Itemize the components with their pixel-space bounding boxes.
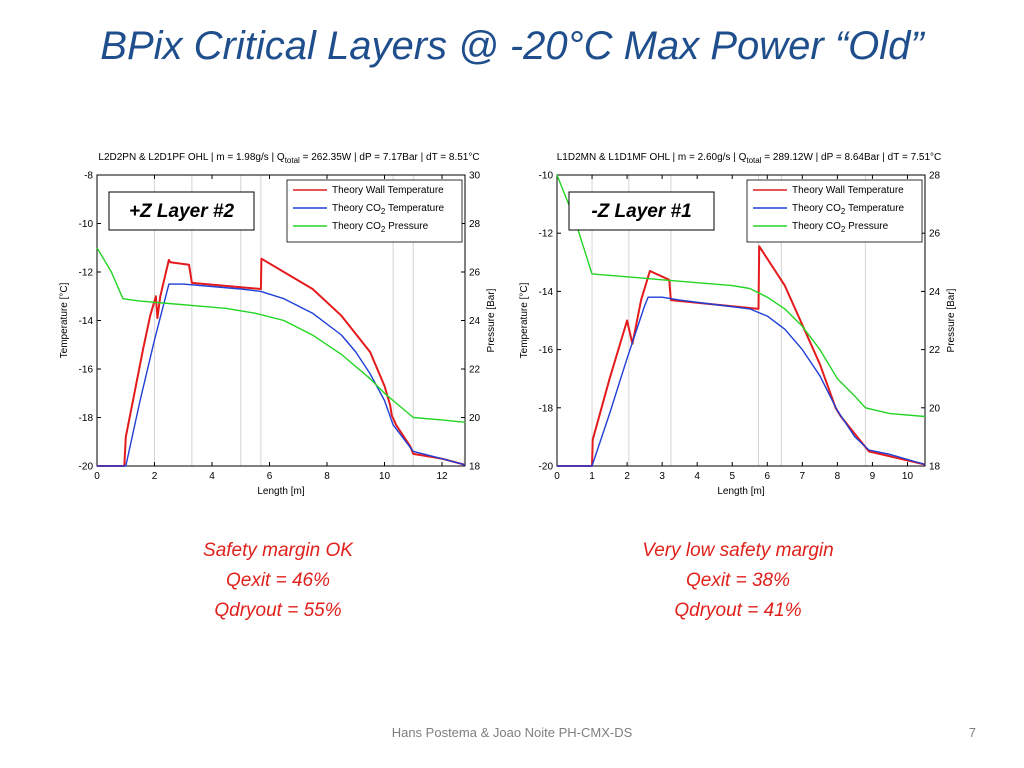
x-tick-label: 4 <box>209 471 215 482</box>
y-tick-label: -14 <box>79 316 94 327</box>
footer-text: Hans Postema & Joao Noite PH-CMX-DS <box>391 725 633 740</box>
series-line-co2-pressure <box>96 247 466 423</box>
chart-left: L2D2PN & L2D1PF OHL | m = 1.98g/s | Qtot… <box>50 140 520 500</box>
legend-label: Theory CO2 Pressure <box>332 221 429 234</box>
y-tick-label: -18 <box>539 403 554 414</box>
x-tick-label: 0 <box>94 471 100 482</box>
y-tick-label: -10 <box>539 171 554 182</box>
y-tick-label: -16 <box>79 365 94 376</box>
y-tick-label: -8 <box>84 171 93 182</box>
x-tick-label: 2 <box>624 471 630 482</box>
x-tick-label: 7 <box>800 471 806 482</box>
callout-right-line2: Qexit = 38% <box>685 570 791 591</box>
slide-title: BPix Critical Layers @ -20°C Max Power “… <box>100 24 924 68</box>
chart-right: L1D2MN & L1D1MF OHL | m = 2.60g/s | Qtot… <box>510 140 980 500</box>
page-number: 7 <box>968 725 976 740</box>
callout-left-line2: Qexit = 46% <box>225 570 331 591</box>
y2-tick-label: 20 <box>469 413 481 424</box>
x-tick-label: 12 <box>436 471 448 482</box>
y2-tick-label: 28 <box>469 219 481 230</box>
callout-left-line3: Qdryout = 55% <box>214 600 342 621</box>
y-tick-label: -12 <box>539 229 554 240</box>
x-tick-label: 10 <box>379 471 391 482</box>
x-tick-label: 1 <box>589 471 595 482</box>
y-tick-label: -20 <box>539 462 554 473</box>
y-tick-label: -10 <box>79 219 94 230</box>
chart-title: L1D2MN & L1D1MF OHL | m = 2.60g/s | Qtot… <box>557 152 942 165</box>
layer-badge-label: -Z Layer #1 <box>591 201 691 222</box>
x-tick-label: 0 <box>554 471 560 482</box>
y-tick-label: -14 <box>539 287 554 298</box>
x-tick-label: 5 <box>729 471 735 482</box>
series-line-co2-temperature <box>97 283 466 467</box>
legend-label: Theory Wall Temperature <box>792 185 904 196</box>
y-axis-label: Temperature [°C] <box>519 282 530 358</box>
plot-frame <box>556 174 926 467</box>
series-line-wall-temperature <box>557 245 926 467</box>
chart-right-svg: L1D2MN & L1D1MF OHL | m = 2.60g/s | Qtot… <box>519 152 957 497</box>
y2-tick-label: 28 <box>929 171 941 182</box>
series-line-wall-temperature <box>97 257 466 467</box>
y-axis-label: Temperature [°C] <box>59 282 70 358</box>
x-tick-label: 6 <box>765 471 771 482</box>
y2-tick-label: 22 <box>469 365 481 376</box>
layer-badge-box <box>108 191 255 231</box>
series-line-co2-pressure <box>556 174 926 418</box>
callout-right: Very low safety margin Qexit = 38% Qdryo… <box>588 536 888 626</box>
callout-left: Safety margin OK Qexit = 46% Qdryout = 5… <box>128 536 428 626</box>
y-tick-label: -20 <box>79 462 94 473</box>
x-tick-label: 3 <box>659 471 665 482</box>
callout-left-line1: Safety margin OK <box>203 540 353 561</box>
y2-tick-label: 22 <box>929 345 941 356</box>
y2-axis-label: Pressure [Bar] <box>486 288 497 352</box>
legend-label: Theory Wall Temperature <box>332 185 444 196</box>
x-tick-label: 6 <box>267 471 273 482</box>
x-axis-label: Length [m] <box>257 486 304 497</box>
callout-right-line1: Very low safety margin <box>642 540 834 561</box>
x-tick-label: 9 <box>870 471 876 482</box>
y2-tick-label: 24 <box>469 316 481 327</box>
layer-badge-box <box>568 191 715 231</box>
y2-tick-label: 24 <box>929 287 941 298</box>
y2-tick-label: 18 <box>469 462 481 473</box>
series-line-co2-temperature <box>557 296 926 467</box>
legend-label: Theory CO2 Temperature <box>792 203 905 216</box>
callout-right-line3: Qdryout = 41% <box>674 600 802 621</box>
x-tick-label: 8 <box>835 471 841 482</box>
y-tick-label: -16 <box>539 345 554 356</box>
y2-tick-label: 30 <box>469 171 481 182</box>
legend-label: Theory CO2 Pressure <box>792 221 889 234</box>
legend-label: Theory CO2 Temperature <box>332 203 445 216</box>
x-tick-label: 8 <box>324 471 330 482</box>
x-axis-label: Length [m] <box>717 486 764 497</box>
y2-axis-label: Pressure [Bar] <box>946 288 957 352</box>
chart-title: L2D2PN & L2D1PF OHL | m = 1.98g/s | Qtot… <box>98 152 479 165</box>
y2-tick-label: 26 <box>929 229 941 240</box>
x-tick-label: 2 <box>152 471 158 482</box>
y-tick-label: -18 <box>79 413 94 424</box>
layer-badge-label: +Z Layer #2 <box>129 201 235 222</box>
y2-tick-label: 18 <box>929 462 941 473</box>
y-tick-label: -12 <box>79 268 94 279</box>
y2-tick-label: 20 <box>929 403 941 414</box>
chart-left-svg: L2D2PN & L2D1PF OHL | m = 1.98g/s | Qtot… <box>59 152 497 497</box>
x-tick-label: 4 <box>694 471 700 482</box>
x-tick-label: 10 <box>902 471 914 482</box>
y2-tick-label: 26 <box>469 268 481 279</box>
